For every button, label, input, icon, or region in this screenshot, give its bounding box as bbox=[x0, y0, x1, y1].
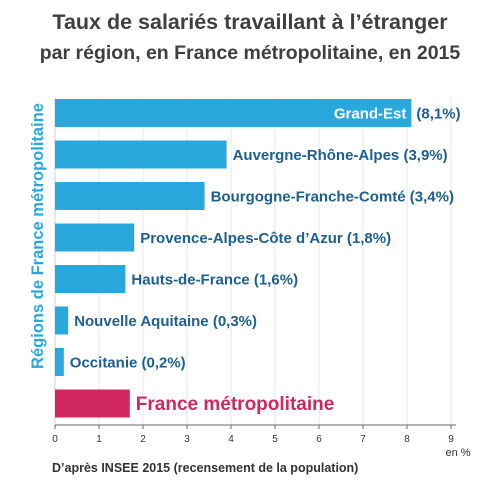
y-axis-label: Régions de France métropolitaine bbox=[29, 103, 47, 369]
bar-label-3: Provence-Alpes-Côte d’Azur (1,8%) bbox=[140, 230, 391, 247]
bar-2 bbox=[55, 182, 205, 210]
x-tick-label-0: 0 bbox=[52, 434, 58, 445]
x-tick-label-5: 5 bbox=[272, 434, 278, 445]
chart-subtitle: par région, en France métropolitaine, en… bbox=[39, 42, 461, 64]
bar-label-7: France métropolitaine bbox=[136, 394, 334, 415]
bars bbox=[55, 99, 412, 418]
bar-label-2: Bourgogne-Franche-Comté (3,4%) bbox=[211, 189, 454, 206]
x-tick-label-8: 8 bbox=[404, 434, 410, 445]
x-tick-label-4: 4 bbox=[228, 434, 234, 445]
chart-title: Taux de salariés travaillant à l’étrange… bbox=[52, 10, 448, 34]
bar-4 bbox=[55, 265, 126, 293]
bar-5 bbox=[55, 306, 69, 335]
bar-label-5: Nouvelle Aquitaine (0,3%) bbox=[74, 313, 257, 330]
bar-1 bbox=[55, 140, 227, 169]
x-tick-label-6: 6 bbox=[316, 434, 322, 445]
bar-label-1: Auvergne-Rhône-Alpes (3,9%) bbox=[233, 147, 448, 164]
x-ticks: 0 1 2 3 4 5 6 7 8 9 bbox=[52, 425, 454, 445]
x-axis-label: en % bbox=[445, 447, 470, 459]
bar-3 bbox=[55, 223, 135, 252]
bar-label-6: Occitanie (0,2%) bbox=[70, 355, 186, 372]
x-tick-label-9: 9 bbox=[448, 434, 454, 445]
x-tick-label-7: 7 bbox=[360, 434, 366, 445]
bar-label-0-value: (8,1%) bbox=[416, 106, 460, 123]
bar-labels: Grand-Est (8,1%) Auvergne-Rhône-Alpes (3,9… bbox=[70, 106, 461, 416]
bar-7 bbox=[55, 389, 130, 418]
x-tick-label-2: 2 bbox=[140, 434, 146, 445]
source-note: D’après INSEE 2015 (recensement de la po… bbox=[52, 461, 359, 475]
bar-6 bbox=[55, 348, 64, 376]
bar-label-4: Hauts-de-France (1,6%) bbox=[131, 272, 298, 289]
x-tick-label-1: 1 bbox=[96, 434, 102, 445]
bar-0 bbox=[55, 99, 412, 127]
bar-label-0-name: Grand-Est bbox=[334, 106, 407, 123]
x-tick-label-3: 3 bbox=[184, 434, 190, 445]
